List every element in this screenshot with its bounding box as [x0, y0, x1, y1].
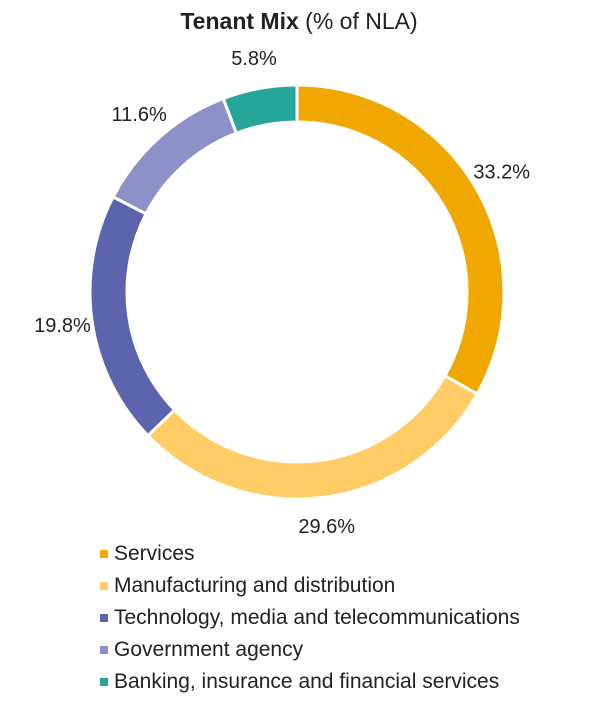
- chart-title: Tenant Mix (% of NLA): [0, 6, 598, 36]
- legend-label-government: Government agency: [114, 638, 304, 661]
- legend-swatch-government: [100, 646, 108, 654]
- legend-label-services: Services: [114, 542, 195, 565]
- donut-slice-banking: [221, 83, 299, 136]
- data-label-manufacturing: 29.6%: [298, 516, 355, 538]
- legend-item-technology: Technology, media and telecommunications: [100, 602, 520, 634]
- legend-swatch-manufacturing: [100, 582, 108, 590]
- data-label-services: 33.2%: [473, 162, 530, 184]
- chart-title-rest: (% of NLA): [305, 8, 418, 34]
- donut-chart: 33.2% 29.6% 19.8% 11.6% 5.8%: [34, 48, 530, 538]
- legend-item-manufacturing: Manufacturing and distribution: [100, 570, 520, 602]
- chart-title-bold: Tenant Mix: [180, 8, 299, 34]
- data-label-technology: 19.8%: [34, 315, 91, 337]
- legend-item-services: Services: [100, 538, 520, 570]
- data-label-banking: 5.8%: [231, 48, 277, 70]
- legend-item-banking: Banking, insurance and financial service…: [100, 666, 520, 698]
- donut-slice-technology: [88, 194, 177, 438]
- data-label-government: 11.6%: [112, 104, 167, 126]
- legend-swatch-banking: [100, 678, 108, 686]
- legend-label-technology: Technology, media and telecommunications: [114, 606, 520, 629]
- legend: Services Manufacturing and distribution …: [100, 538, 520, 698]
- legend-swatch-technology: [100, 614, 108, 622]
- legend-item-government: Government agency: [100, 634, 520, 666]
- legend-label-manufacturing: Manufacturing and distribution: [114, 574, 396, 597]
- legend-label-banking: Banking, insurance and financial service…: [114, 670, 500, 693]
- donut-slice-manufacturing: [145, 373, 480, 501]
- legend-swatch-services: [100, 550, 108, 558]
- donut-slice-services: [295, 83, 506, 397]
